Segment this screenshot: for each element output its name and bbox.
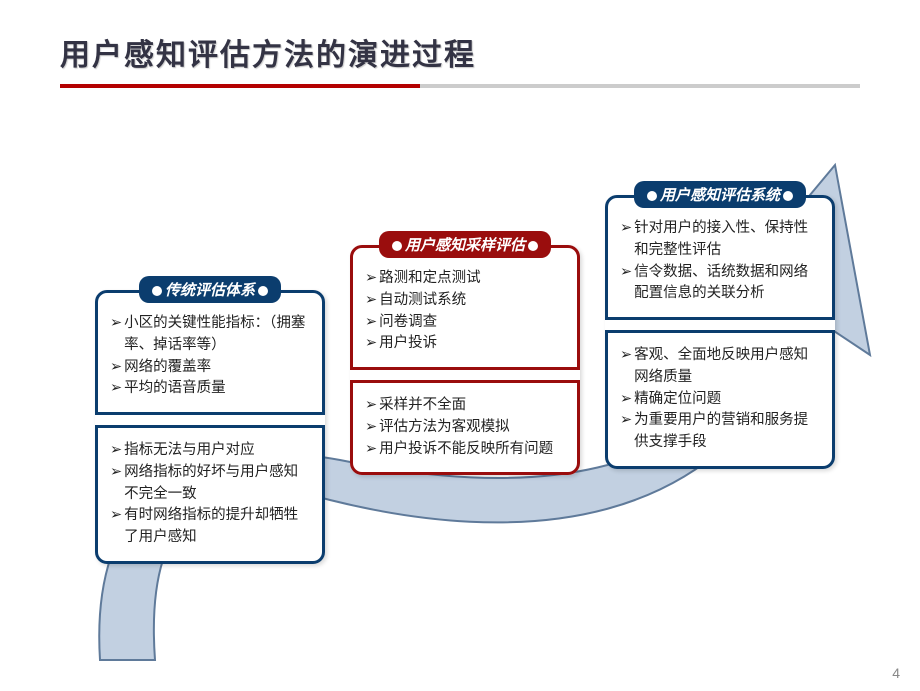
- list-item-text: 客观、全面地反映用户感知网络质量: [634, 345, 820, 389]
- stage3-lower: ➢客观、全面地反映用户感知网络质量➢精确定位问题➢为重要用户的营销和服务提供支撑…: [605, 330, 835, 469]
- list-item: ➢网络指标的好坏与用户感知不完全一致: [110, 462, 310, 506]
- bullet-icon: ➢: [365, 439, 377, 461]
- bullet-icon: ➢: [110, 313, 122, 335]
- list-item: ➢平均的语音质量: [110, 378, 310, 400]
- page-title: 用户感知评估方法的演进过程: [60, 30, 860, 74]
- list-item-text: 指标无法与用户对应: [124, 440, 255, 462]
- stage3-upper: ➢针对用户的接入性、保持性和完整性评估➢信令数据、话统数据和网络配置信息的关联分…: [605, 195, 835, 320]
- list-item: ➢针对用户的接入性、保持性和完整性评估: [620, 218, 820, 262]
- bullet-icon: ➢: [110, 462, 122, 484]
- stage3-title: 用户感知评估系统: [660, 187, 780, 204]
- bullet-icon: ➢: [620, 262, 632, 284]
- list-item-text: 路测和定点测试: [379, 268, 481, 290]
- bullet-icon: ➢: [620, 218, 632, 240]
- stage1: 传统评估体系➢小区的关键性能指标：（拥塞率、掉话率等）➢网络的覆盖率➢平均的语音…: [95, 290, 325, 564]
- list-item: ➢有时网络指标的提升却牺牲了用户感知: [110, 505, 310, 549]
- stage1-lower: ➢指标无法与用户对应➢网络指标的好坏与用户感知不完全一致➢有时网络指标的提升却牺…: [95, 425, 325, 564]
- stage1-upper: ➢小区的关键性能指标：（拥塞率、掉话率等）➢网络的覆盖率➢平均的语音质量: [95, 290, 325, 415]
- stage1-header: 传统评估体系: [139, 276, 281, 303]
- list-item: ➢用户投诉不能反映所有问题: [365, 439, 565, 461]
- cap-icon: [647, 191, 657, 201]
- stage2-header: 用户感知采样评估: [379, 231, 551, 258]
- cap-icon: [392, 241, 402, 251]
- list-item-text: 有时网络指标的提升却牺牲了用户感知: [124, 505, 310, 549]
- list-item-text: 用户投诉不能反映所有问题: [379, 439, 553, 461]
- title-underline: [60, 84, 860, 88]
- stage2-upper: ➢路测和定点测试➢自动测试系统➢问卷调查➢用户投诉: [350, 245, 580, 370]
- list-item-text: 采样并不全面: [379, 395, 466, 417]
- list-item: ➢评估方法为客观模拟: [365, 417, 565, 439]
- list-item: ➢网络的覆盖率: [110, 357, 310, 379]
- list-item: ➢路测和定点测试: [365, 268, 565, 290]
- stage2-title: 用户感知采样评估: [405, 237, 525, 254]
- stage2: 用户感知采样评估➢路测和定点测试➢自动测试系统➢问卷调查➢用户投诉➢采样并不全面…: [350, 245, 580, 475]
- list-item-text: 网络的覆盖率: [124, 357, 211, 379]
- list-item-text: 为重要用户的营销和服务提供支撑手段: [634, 410, 820, 454]
- list-item: ➢自动测试系统: [365, 290, 565, 312]
- list-item: ➢采样并不全面: [365, 395, 565, 417]
- cap-icon: [528, 241, 538, 251]
- bullet-icon: ➢: [365, 290, 377, 312]
- list-item-text: 问卷调查: [379, 312, 437, 334]
- bullet-icon: ➢: [620, 345, 632, 367]
- bullet-icon: ➢: [620, 410, 632, 432]
- list-item: ➢小区的关键性能指标：（拥塞率、掉话率等）: [110, 313, 310, 357]
- bullet-icon: ➢: [365, 268, 377, 290]
- cap-icon: [258, 286, 268, 296]
- cap-icon: [783, 191, 793, 201]
- list-item-text: 针对用户的接入性、保持性和完整性评估: [634, 218, 820, 262]
- bullet-icon: ➢: [110, 440, 122, 462]
- list-item: ➢信令数据、话统数据和网络配置信息的关联分析: [620, 262, 820, 306]
- list-item-text: 信令数据、话统数据和网络配置信息的关联分析: [634, 262, 820, 306]
- bullet-icon: ➢: [365, 333, 377, 355]
- list-item: ➢客观、全面地反映用户感知网络质量: [620, 345, 820, 389]
- stage3-header: 用户感知评估系统: [634, 181, 806, 208]
- stage2-lower: ➢采样并不全面➢评估方法为客观模拟➢用户投诉不能反映所有问题: [350, 380, 580, 475]
- page-number: 4: [892, 665, 900, 681]
- cap-icon: [152, 286, 162, 296]
- bullet-icon: ➢: [110, 378, 122, 400]
- stage1-title: 传统评估体系: [165, 282, 255, 299]
- list-item: ➢精确定位问题: [620, 389, 820, 411]
- list-item-text: 自动测试系统: [379, 290, 466, 312]
- list-item-text: 用户投诉: [379, 333, 437, 355]
- list-item-text: 评估方法为客观模拟: [379, 417, 510, 439]
- bullet-icon: ➢: [365, 312, 377, 334]
- bullet-icon: ➢: [620, 389, 632, 411]
- list-item: ➢问卷调查: [365, 312, 565, 334]
- slide: 用户感知评估方法的演进过程 传统评估体系➢小区的关键性能指标：（拥塞率、掉话率等…: [0, 0, 920, 691]
- title-area: 用户感知评估方法的演进过程: [60, 30, 860, 88]
- stage3: 用户感知评估系统➢针对用户的接入性、保持性和完整性评估➢信令数据、话统数据和网络…: [605, 195, 835, 469]
- list-item: ➢用户投诉: [365, 333, 565, 355]
- list-item-text: 网络指标的好坏与用户感知不完全一致: [124, 462, 310, 506]
- bullet-icon: ➢: [110, 357, 122, 379]
- list-item-text: 精确定位问题: [634, 389, 721, 411]
- bullet-icon: ➢: [365, 417, 377, 439]
- list-item: ➢指标无法与用户对应: [110, 440, 310, 462]
- list-item: ➢为重要用户的营销和服务提供支撑手段: [620, 410, 820, 454]
- bullet-icon: ➢: [365, 395, 377, 417]
- list-item-text: 平均的语音质量: [124, 378, 226, 400]
- list-item-text: 小区的关键性能指标：（拥塞率、掉话率等）: [124, 313, 310, 357]
- bullet-icon: ➢: [110, 505, 122, 527]
